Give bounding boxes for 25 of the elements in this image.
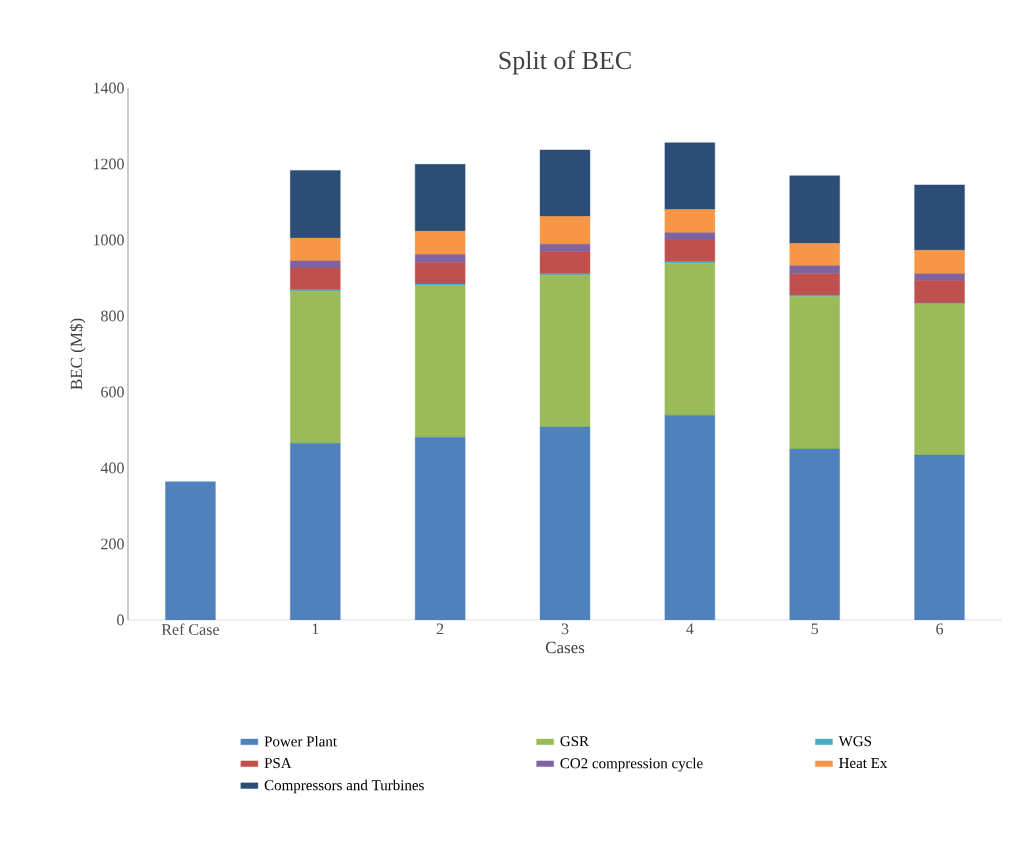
y-tick-label: 1200 — [93, 158, 124, 170]
legend-label: WGS — [838, 736, 872, 747]
x-tick-label: 1 — [312, 623, 319, 635]
legend-label: PSA — [264, 758, 292, 769]
y-tick-label: 800 — [101, 310, 124, 322]
legend-label: CO2 compression cycle — [560, 757, 703, 772]
y-tick-label: 200 — [101, 538, 124, 550]
x-tick-label: 4 — [686, 623, 694, 635]
legend-label: Heat Ex — [839, 758, 888, 769]
x-axis-title: Cases — [545, 641, 585, 654]
y-axis-title: BEC (M$) — [69, 318, 86, 390]
y-tick-label: 1400 — [93, 82, 124, 94]
x-tick-label: Ref Case — [161, 623, 219, 635]
legend-label: Power Plant — [264, 735, 337, 747]
x-tick-label: 6 — [936, 623, 944, 635]
y-tick-label: 600 — [101, 386, 124, 398]
x-tick-label: 5 — [811, 623, 819, 635]
x-tick-label: 3 — [561, 623, 569, 635]
legend-label: Compressors and Turbines — [264, 779, 424, 794]
y-tick-label: 1000 — [93, 234, 124, 246]
chart-title: Split of BEC — [499, 50, 631, 75]
x-tick-label: 2 — [436, 623, 444, 635]
legend-label: GSR — [560, 736, 590, 747]
y-tick-label: 0 — [117, 614, 124, 626]
y-tick-label: 400 — [100, 462, 124, 474]
